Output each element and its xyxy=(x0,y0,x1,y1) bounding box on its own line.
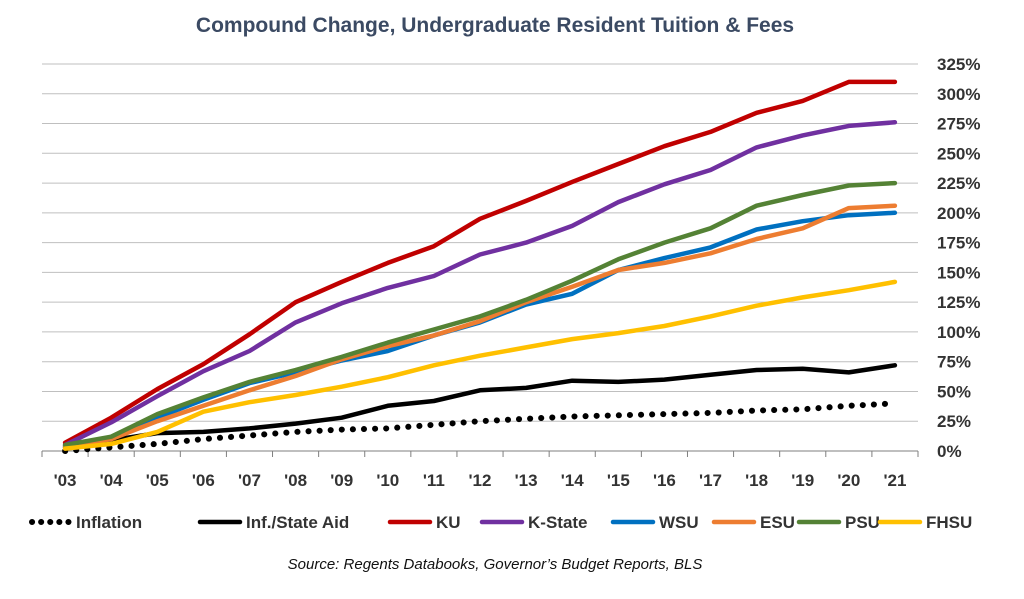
x-tick-label: '13 xyxy=(515,471,538,490)
y-tick-label: 150% xyxy=(937,263,980,282)
x-axis: '03 '04 '05 '06 '07 '08 '09 '10 '11 '12 '13 '14 '15 '… xyxy=(41,451,919,490)
series-line-ku xyxy=(62,79,898,445)
source-note: Source: Regents Databooks, Governor’s Bu… xyxy=(287,556,703,573)
y-tick-label: 300% xyxy=(937,85,980,104)
legend-label-inf-state-aid: Inf./State Aid xyxy=(246,513,349,532)
y-tick-label: 75% xyxy=(937,353,971,372)
x-tick-label: '07 xyxy=(238,471,261,490)
x-tick-label: '05 xyxy=(146,471,169,490)
y-tick-label: 175% xyxy=(937,234,980,253)
y-axis: 0% 25% 50% 75% 100% 125% 150% 175% 200% 225% 250% 2… xyxy=(937,55,980,461)
series-lines xyxy=(62,79,898,454)
series-line-fhsu xyxy=(62,279,898,451)
legend-label-ku: KU xyxy=(436,513,461,532)
chart-title: Compound Change, Undergraduate Resident … xyxy=(195,14,795,37)
series-line-inf-state-aid xyxy=(62,363,898,450)
x-tick-label: '04 xyxy=(100,471,123,490)
y-tick-label: 50% xyxy=(937,382,971,401)
legend-label-fhsu: FHSU xyxy=(926,513,972,532)
x-tick-label: '08 xyxy=(284,471,307,490)
series-line-esu xyxy=(62,203,898,449)
x-tick-label: '14 xyxy=(561,471,584,490)
legend: Inflation Inf./State Aid KU K-State WSU ESU PS… xyxy=(29,513,972,532)
y-tick-label: 250% xyxy=(937,144,980,163)
x-tick-label: '18 xyxy=(745,471,768,490)
y-tick-label: 225% xyxy=(937,174,980,193)
x-tick-label: '09 xyxy=(330,471,353,490)
x-tick-label: '11 xyxy=(423,471,445,490)
gridlines xyxy=(42,63,918,452)
x-tick-label: '16 xyxy=(653,471,676,490)
y-tick-label: 0% xyxy=(937,442,962,461)
legend-label-wsu: WSU xyxy=(659,513,699,532)
legend-label-esu: ESU xyxy=(760,513,795,532)
y-tick-label: 25% xyxy=(937,412,971,431)
x-tick-label: '03 xyxy=(54,471,77,490)
series-line-psu xyxy=(62,180,898,448)
y-tick-label: 325% xyxy=(937,55,980,74)
x-tick-label: '21 xyxy=(883,471,906,490)
x-tick-label: '15 xyxy=(607,471,630,490)
y-tick-label: 200% xyxy=(937,204,980,223)
x-tick-label: '06 xyxy=(192,471,215,490)
y-tick-label: 125% xyxy=(937,293,980,312)
legend-label-k-state: K-State xyxy=(528,513,588,532)
y-tick-label: 275% xyxy=(937,115,980,134)
x-tick-label: '19 xyxy=(791,471,814,490)
x-tick-label: '12 xyxy=(469,471,492,490)
series-line-k-state xyxy=(62,120,898,448)
legend-label-psu: PSU xyxy=(845,513,880,532)
x-tick-label: '10 xyxy=(376,471,399,490)
legend-label-inflation: Inflation xyxy=(76,513,142,532)
x-tick-label: '17 xyxy=(699,471,722,490)
y-tick-label: 100% xyxy=(937,323,980,342)
x-tick-label: '20 xyxy=(837,471,860,490)
